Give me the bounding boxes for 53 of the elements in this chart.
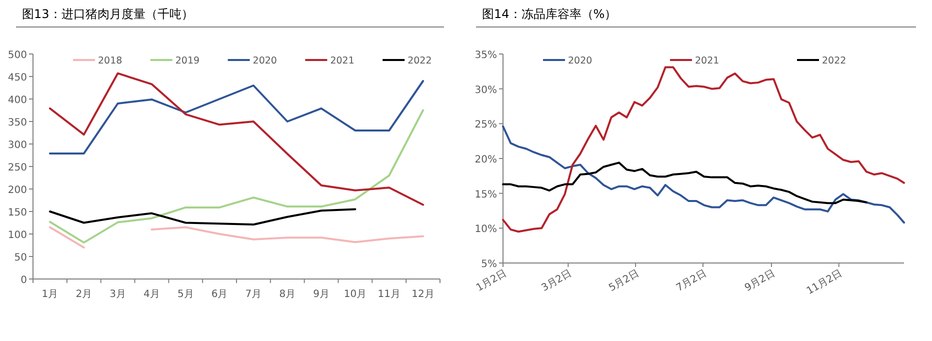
line-series	[502, 66, 905, 233]
x-tick-label: 7月2日	[674, 268, 708, 294]
x-tick-label: 9月2日	[743, 268, 777, 294]
chart-title: 图14：冻品库容率（%）	[482, 7, 617, 21]
y-tick-label: 20%	[474, 154, 497, 166]
x-tick-label: 1月	[42, 289, 58, 300]
y-tick-label: 15%	[474, 189, 497, 200]
x-tick-label: 4月	[144, 289, 160, 300]
y-tick-label: 10%	[474, 224, 497, 236]
legend-label: 2021	[695, 56, 720, 66]
x-tick-label: 11月2日	[804, 268, 844, 298]
y-tick-label: 200	[8, 185, 27, 196]
legend-label: 2019	[175, 56, 200, 66]
y-tick-label: 300	[8, 140, 27, 151]
legend-label: 2018	[98, 56, 122, 66]
line-series	[48, 80, 424, 154]
y-tick-label: 100	[8, 230, 27, 241]
line-series	[48, 208, 356, 226]
line-series	[502, 162, 868, 204]
y-tick-label: 30%	[474, 84, 497, 96]
x-tick-label: 11月	[378, 289, 400, 300]
y-tick-label: 500	[8, 50, 27, 61]
legend-label: 2022	[822, 56, 846, 66]
y-tick-label: 5%	[481, 259, 497, 270]
chart-title: 图13：进口猪肉月度量（千吨）	[22, 7, 194, 21]
x-tick-label: 6月	[211, 289, 228, 300]
line-series	[48, 109, 424, 244]
y-tick-label: 35%	[474, 50, 497, 61]
x-tick-label: 7月	[245, 289, 262, 300]
legend-label: 2022	[408, 56, 432, 66]
line-series	[48, 72, 424, 206]
y-tick-label: 450	[8, 72, 27, 84]
x-tick-label: 1月2日	[474, 268, 508, 294]
x-tick-label: 5月2日	[607, 268, 642, 294]
x-tick-label: 9月	[313, 289, 330, 300]
y-tick-label: 0	[20, 275, 27, 286]
x-tick-label: 8月	[279, 289, 296, 300]
line-series	[502, 125, 905, 224]
y-tick-label: 250	[8, 162, 27, 174]
y-tick-label: 400	[8, 95, 27, 106]
legend-label: 2020	[568, 56, 592, 66]
x-tick-label: 2月	[76, 289, 92, 300]
x-tick-label: 5月	[177, 289, 194, 300]
legend-label: 2021	[330, 56, 354, 66]
x-tick-label: 10月	[344, 289, 367, 300]
x-tick-label: 12月	[412, 289, 434, 300]
y-tick-label: 50	[14, 252, 27, 264]
y-tick-label: 350	[8, 118, 27, 128]
y-tick-label: 150	[8, 208, 27, 218]
x-tick-label: 3月2日	[540, 268, 574, 294]
y-tick-label: 25%	[474, 120, 497, 131]
x-tick-label: 3月	[110, 289, 126, 300]
legend-label: 2020	[252, 56, 277, 66]
